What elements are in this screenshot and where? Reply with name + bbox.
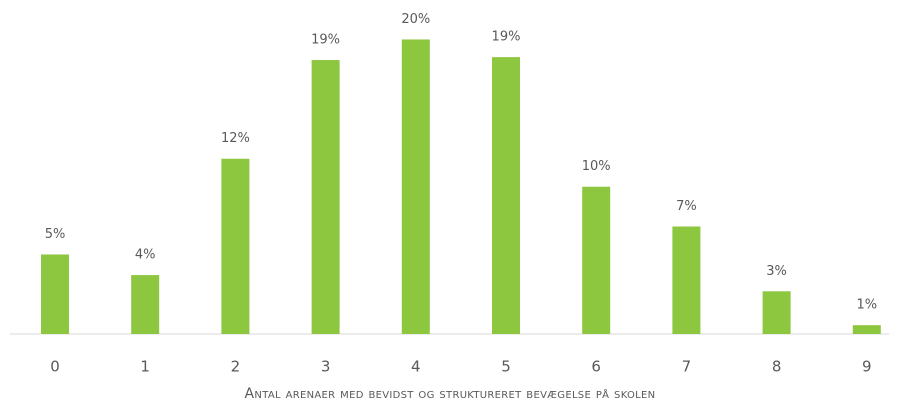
bar bbox=[221, 158, 250, 334]
data-label: 19% bbox=[492, 30, 521, 45]
x-tick-label: 9 bbox=[862, 358, 872, 376]
bar bbox=[852, 325, 881, 334]
x-tick-label: 4 bbox=[411, 358, 421, 376]
data-label: 5% bbox=[45, 227, 66, 242]
x-tick-label: 8 bbox=[772, 358, 782, 376]
data-label: 1% bbox=[856, 298, 877, 313]
x-tick-label: 3 bbox=[321, 358, 331, 376]
data-label: 10% bbox=[582, 159, 611, 174]
data-label: 4% bbox=[135, 248, 156, 263]
x-tick-label: 2 bbox=[231, 358, 241, 376]
bar bbox=[131, 275, 160, 334]
bar bbox=[41, 254, 69, 334]
data-label: 12% bbox=[221, 131, 250, 146]
x-tick-label: 7 bbox=[682, 358, 692, 376]
bar bbox=[762, 291, 791, 334]
bar bbox=[401, 39, 430, 335]
data-label: 19% bbox=[311, 33, 340, 48]
x-tick-label: 1 bbox=[140, 358, 150, 376]
bar bbox=[582, 186, 611, 334]
x-tick-label: 5 bbox=[501, 358, 511, 376]
bar bbox=[672, 226, 701, 334]
data-label: 3% bbox=[766, 264, 787, 279]
bar bbox=[311, 60, 340, 335]
data-label: 20% bbox=[401, 12, 430, 27]
data-label: 7% bbox=[676, 199, 697, 214]
x-tick-label: 0 bbox=[50, 358, 60, 376]
x-axis-title: Antal arenaer med bevidst og strukturere… bbox=[245, 386, 656, 402]
bar bbox=[492, 57, 520, 335]
x-tick-label: 6 bbox=[591, 358, 601, 376]
